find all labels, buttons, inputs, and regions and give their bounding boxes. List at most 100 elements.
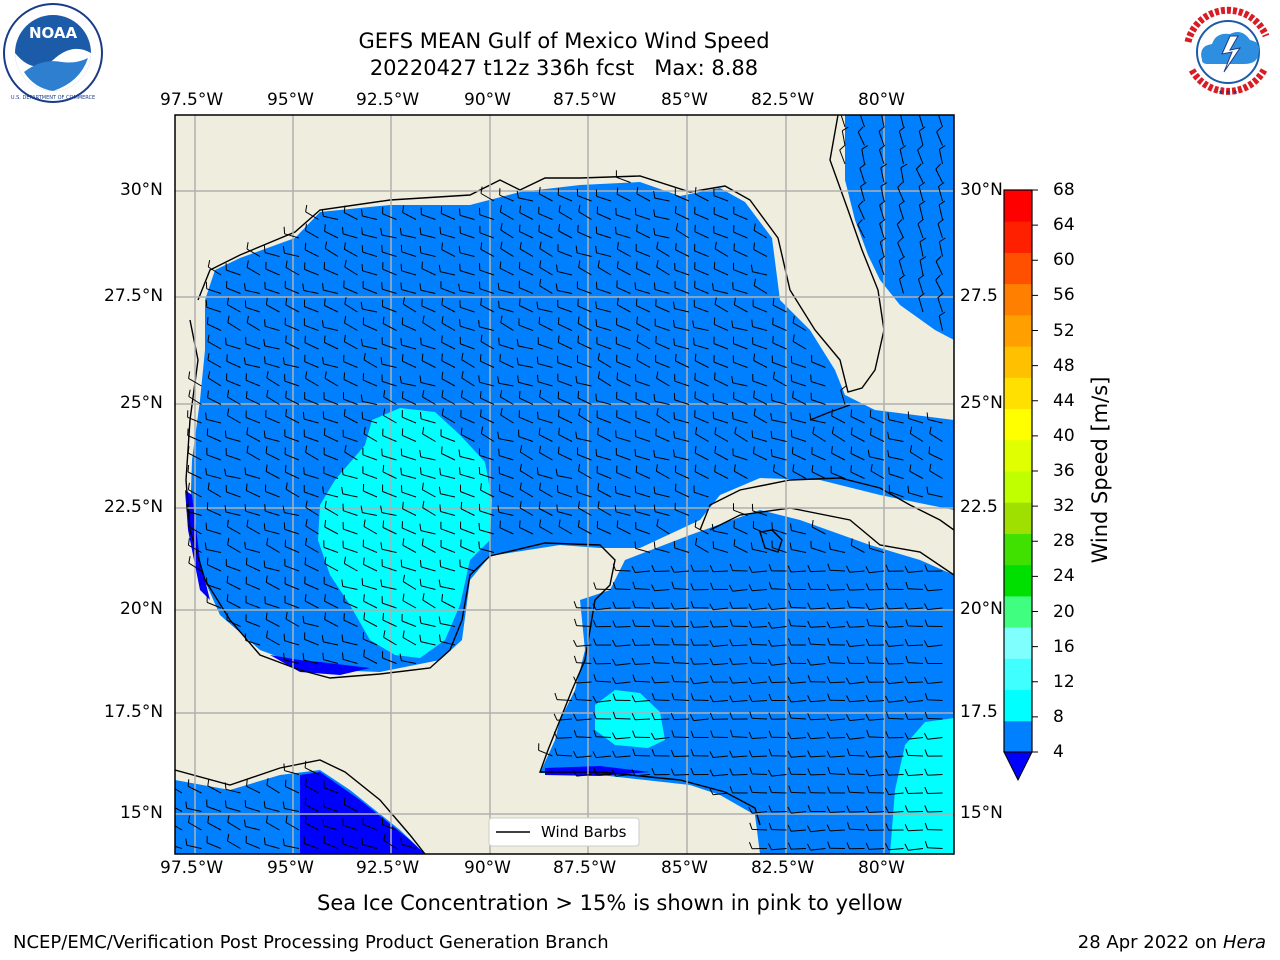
wind-barb-shaft bbox=[382, 657, 397, 664]
wind-barb-shaft bbox=[868, 625, 885, 627]
wind-barb-flag bbox=[578, 260, 581, 268]
wind-barb-flag bbox=[595, 245, 597, 253]
colorbar-tick-label: 12 bbox=[1053, 671, 1075, 692]
wind-barb-shaft bbox=[897, 242, 904, 257]
wind-barb-shaft bbox=[188, 562, 202, 572]
wind-barb-flag bbox=[651, 712, 655, 720]
wind-barb-flag bbox=[695, 426, 698, 434]
wind-barb-flag bbox=[246, 445, 249, 453]
wind-barb-shaft bbox=[810, 829, 826, 833]
wind-barb-shaft bbox=[381, 234, 397, 239]
wind-barb-flag bbox=[748, 694, 753, 702]
wind-barb-shaft bbox=[227, 526, 241, 535]
wind-barb-flag bbox=[227, 315, 230, 323]
wind-barb-shaft bbox=[615, 774, 631, 777]
wind-barb-shaft bbox=[598, 377, 612, 387]
wind-barb-shaft bbox=[401, 251, 417, 257]
wind-barb-shaft bbox=[208, 266, 222, 276]
low-wind-patch-campeche bbox=[270, 655, 370, 675]
wind-barb-shaft bbox=[870, 434, 885, 442]
wind-barb-flag bbox=[536, 356, 539, 364]
wind-barb-flag bbox=[787, 824, 792, 832]
wind-barb-flag bbox=[480, 242, 483, 250]
wind-barb-flag bbox=[285, 390, 287, 398]
wind-barb-flag bbox=[399, 227, 402, 235]
wind-barb-shaft bbox=[558, 194, 573, 202]
wind-barb-flag bbox=[575, 245, 578, 253]
wind-barb-shaft bbox=[226, 269, 241, 276]
wind-barb-flag bbox=[924, 805, 928, 813]
wind-barb-shaft bbox=[207, 323, 222, 331]
wind-barb-flag bbox=[283, 652, 285, 660]
wind-barb-shaft bbox=[732, 774, 748, 776]
wind-barb-flag bbox=[711, 523, 714, 531]
lon-tick-top: 85°W bbox=[661, 90, 708, 110]
wind-barb-shaft bbox=[915, 168, 924, 183]
wind-barb-shaft bbox=[635, 288, 651, 294]
wind-barb-flag bbox=[246, 779, 248, 787]
wind-barb-shaft bbox=[441, 396, 456, 405]
wind-barb-shaft bbox=[840, 389, 846, 405]
wind-barb-flag bbox=[831, 426, 835, 434]
wind-barb-flag bbox=[498, 337, 500, 345]
wind-barb-flag bbox=[536, 301, 539, 309]
wind-barb-flag bbox=[733, 464, 736, 472]
wind-barb-flag bbox=[441, 408, 444, 416]
wind-barb-flag bbox=[924, 749, 928, 757]
wind-barb-flag bbox=[636, 353, 639, 361]
wind-barb-shaft bbox=[440, 271, 456, 276]
wind-barb-shaft bbox=[908, 570, 924, 573]
wind-barb-flag bbox=[768, 639, 772, 647]
wind-barb-flag bbox=[518, 391, 521, 399]
wind-barb-shaft bbox=[519, 248, 534, 257]
wind-barb-shaft bbox=[284, 363, 300, 368]
wind-barb-flag bbox=[792, 315, 795, 323]
wind-barb-flag bbox=[909, 464, 912, 472]
wind-barb-shaft bbox=[772, 324, 787, 331]
wind-barb-shaft bbox=[792, 322, 807, 331]
wind-barb-shaft bbox=[226, 565, 241, 572]
wind-barb-flag bbox=[244, 800, 247, 808]
wind-barb-shaft bbox=[929, 470, 943, 479]
lat-tick-right: 30°N bbox=[960, 180, 1003, 200]
wind-barb-flag bbox=[343, 334, 346, 342]
wind-barb-flag bbox=[826, 583, 831, 591]
wind-barb-shaft bbox=[420, 456, 436, 461]
wind-barb-shaft bbox=[616, 454, 631, 461]
wind-barb-shaft bbox=[576, 736, 592, 738]
wind-barb-flag bbox=[694, 187, 697, 195]
wind-barb-flag bbox=[898, 200, 906, 206]
wind-barb-shaft bbox=[186, 844, 202, 849]
wind-barb-shaft bbox=[226, 454, 241, 461]
wind-barb-shaft bbox=[206, 306, 222, 313]
wind-barb-shaft bbox=[499, 360, 514, 368]
wind-barb-shaft bbox=[635, 250, 651, 257]
wind-barb-shaft bbox=[694, 268, 709, 276]
wind-barb-shaft bbox=[635, 492, 651, 498]
wind-barb-shaft bbox=[654, 493, 670, 498]
wind-barb-flag bbox=[904, 695, 909, 703]
wind-barb-shaft bbox=[382, 455, 397, 461]
wind-barb-flag bbox=[846, 565, 851, 573]
wind-barb-shaft bbox=[342, 474, 358, 479]
wind-barb-flag bbox=[733, 297, 736, 305]
wind-barb-shaft bbox=[206, 806, 222, 812]
wind-barb-flag bbox=[632, 674, 636, 682]
wind-barb-flag bbox=[573, 676, 577, 684]
wind-barb-flag bbox=[480, 409, 482, 417]
wind-barb-flag bbox=[441, 446, 443, 454]
wind-barb-shaft bbox=[635, 511, 651, 516]
wind-barb-shaft bbox=[635, 547, 651, 553]
wind-barb-flag bbox=[904, 602, 909, 610]
wind-barb-flag bbox=[673, 338, 675, 346]
wind-barb-shaft bbox=[596, 700, 612, 703]
wind-barb-shaft bbox=[849, 791, 865, 794]
wind-barb-shaft bbox=[771, 626, 787, 629]
wind-barb-flag bbox=[614, 486, 617, 494]
wind-barb-shaft bbox=[401, 289, 417, 294]
wind-barb-shaft bbox=[246, 490, 261, 498]
wind-barb-flag bbox=[926, 486, 929, 494]
wind-barb-shaft bbox=[402, 544, 417, 553]
wind-barb-flag bbox=[516, 357, 519, 365]
wind-barb-shaft bbox=[226, 619, 241, 627]
